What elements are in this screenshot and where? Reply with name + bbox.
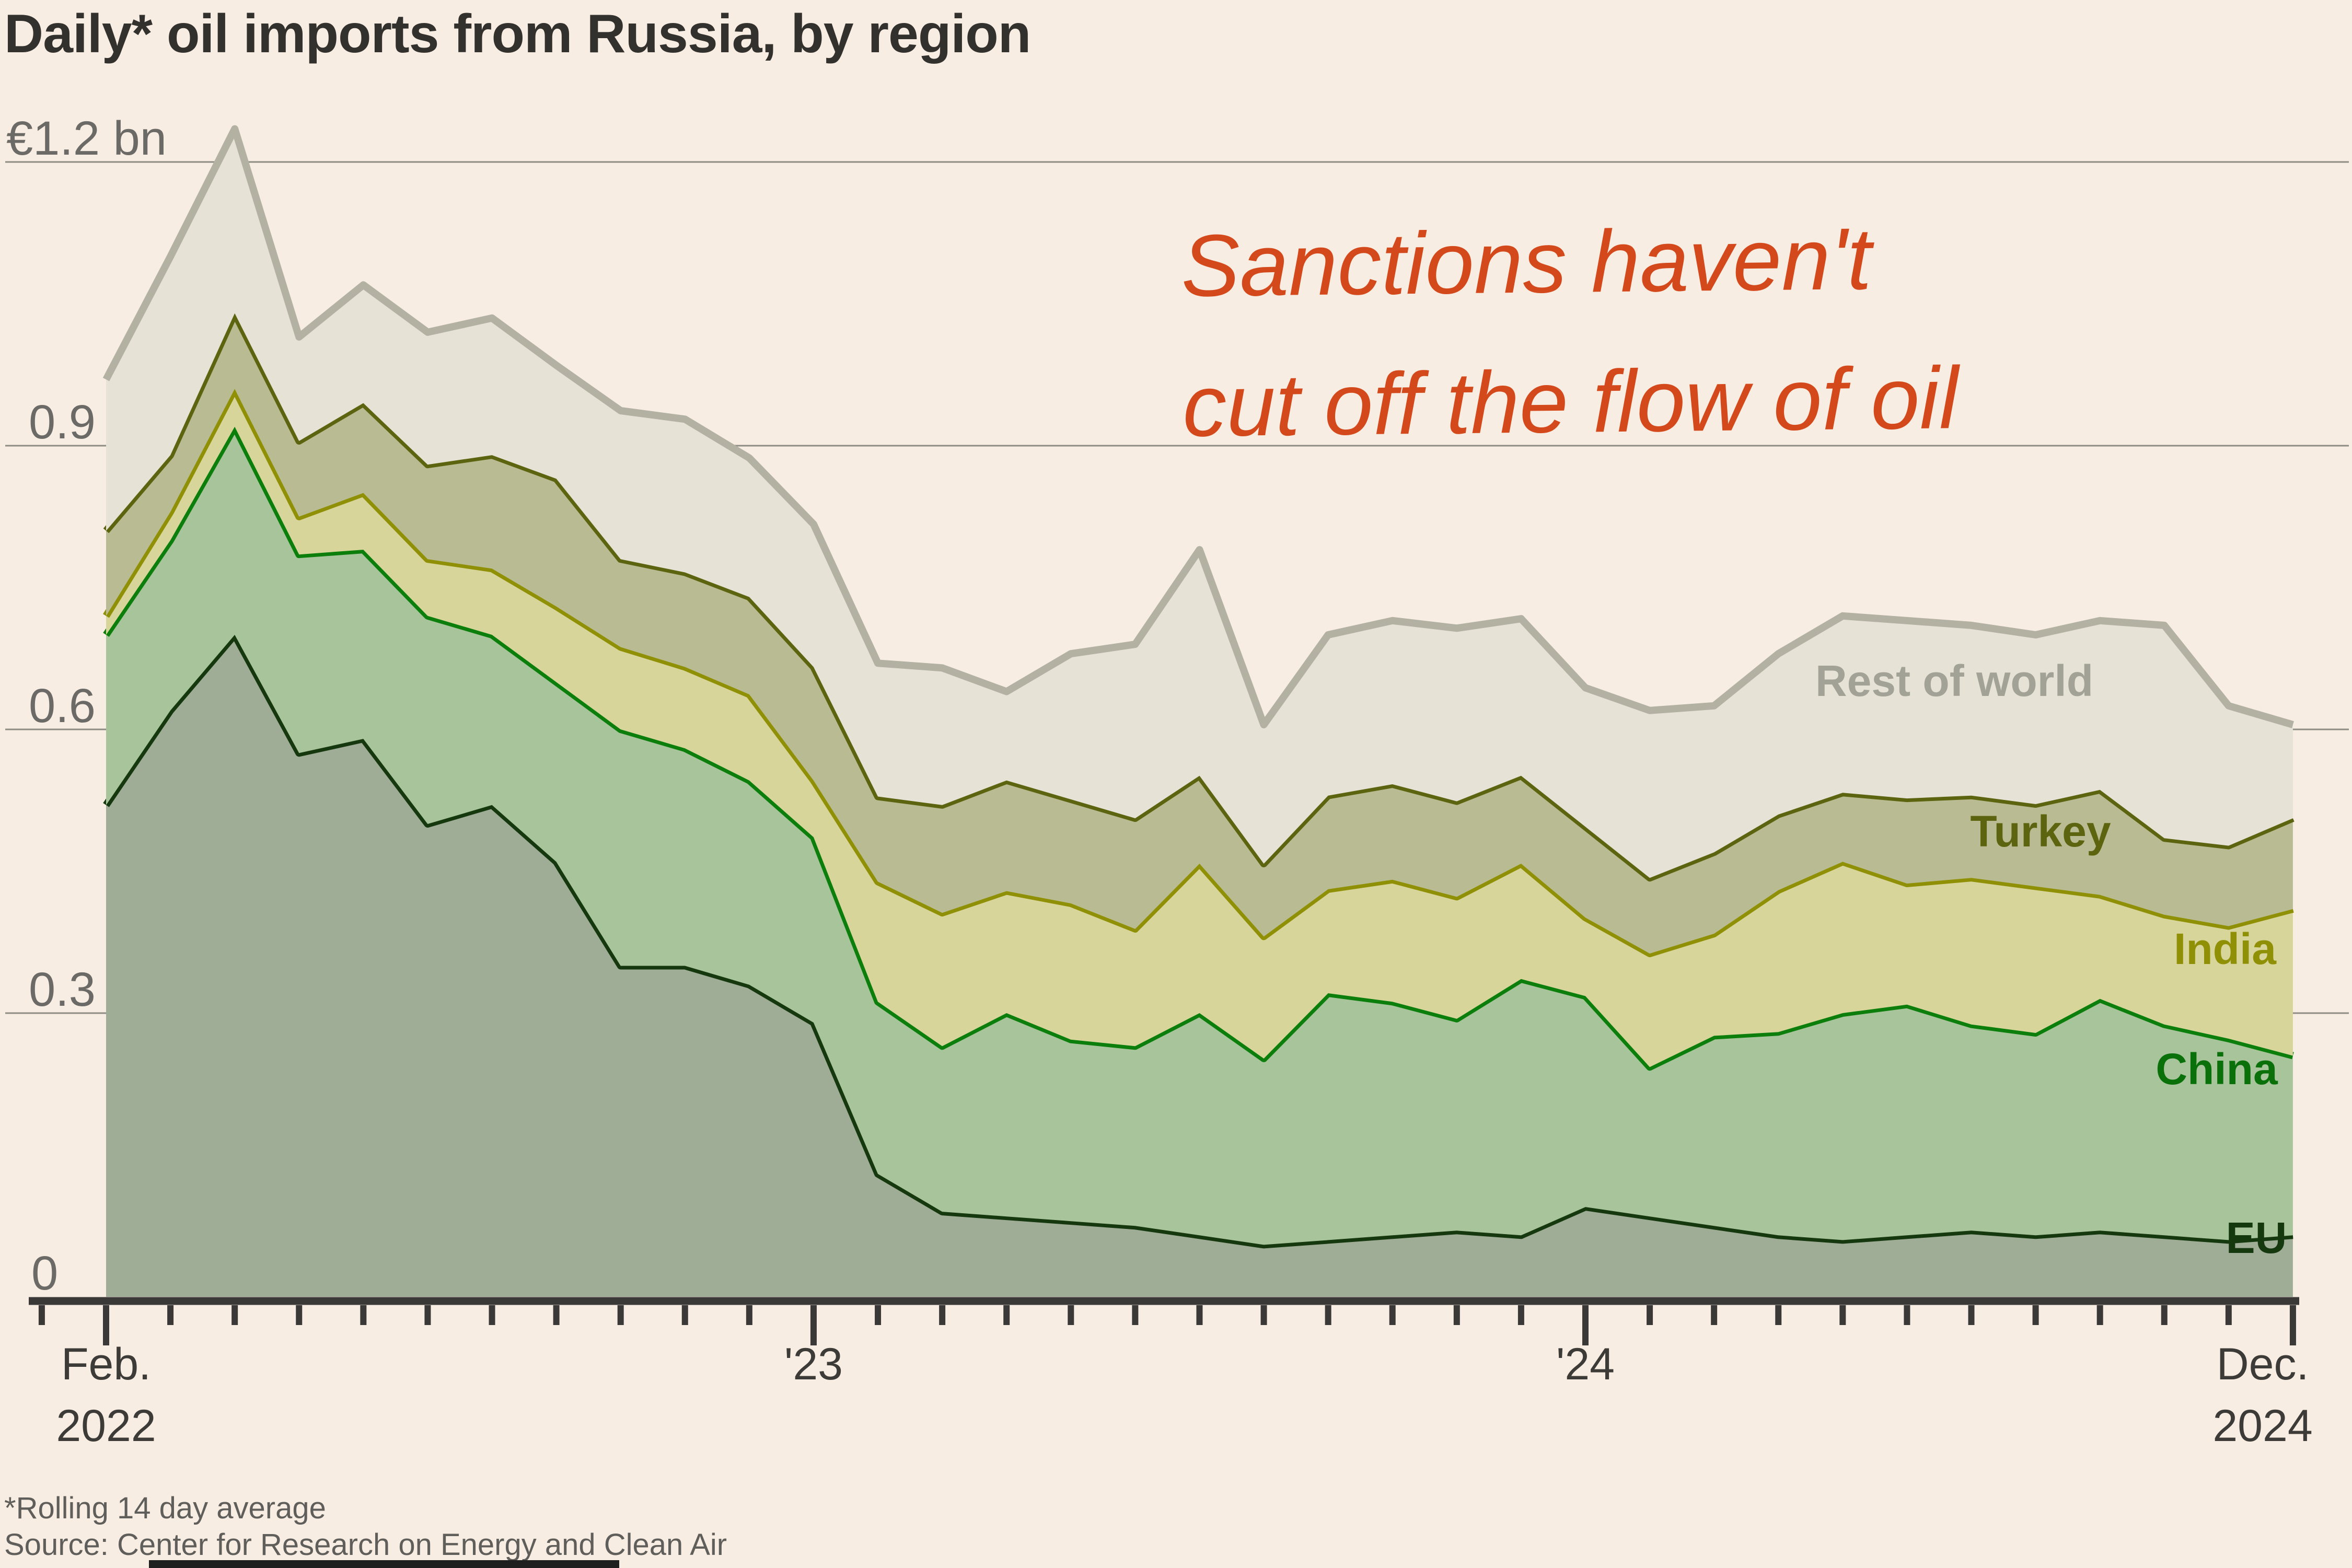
x-axis-label-2024: 2024 bbox=[2212, 1401, 2312, 1451]
series-label-rest-of-world: Rest of world bbox=[1815, 656, 2093, 705]
area-rest-of-world bbox=[106, 129, 2293, 878]
annotation-line-2: cut off the flow of oil bbox=[1182, 349, 1961, 455]
footnote-rolling-average: *Rolling 14 day average bbox=[4, 1491, 326, 1525]
series-label-china: China bbox=[2156, 1044, 2278, 1094]
footnote-source: Source: Center for Research on Energy an… bbox=[4, 1528, 727, 1562]
series-label-turkey: Turkey bbox=[1970, 807, 2111, 856]
area-eu bbox=[106, 635, 2293, 1297]
annotation-line-1: Sanctions haven't bbox=[1181, 210, 1875, 315]
x-axis-layer bbox=[29, 1297, 2299, 1345]
x-axis-label-2022: 2022 bbox=[56, 1401, 156, 1451]
x-axis-label-23: '23 bbox=[784, 1339, 843, 1389]
series-label-india: India bbox=[2174, 924, 2277, 973]
y-axis-label-0: 0 bbox=[31, 1247, 58, 1300]
x-axis-label-24: '24 bbox=[1556, 1339, 1615, 1389]
stacked-area-layer bbox=[102, 125, 2295, 1297]
area-india bbox=[106, 389, 2293, 1067]
axis-label-layer: €1.2 bn 0.9 0.6 0.3 0 EU China India Turkey Rest … bbox=[6, 112, 2313, 1451]
area-turkey bbox=[106, 313, 2293, 954]
y-axis-label-€1.2 bn: €1.2 bn bbox=[6, 112, 167, 165]
line-rest-of-world bbox=[102, 125, 2294, 728]
y-axis-label-0.3: 0.3 bbox=[29, 963, 96, 1016]
area-china bbox=[106, 426, 2293, 1245]
y-axis-label-0.9: 0.9 bbox=[29, 396, 96, 449]
x-axis-label-Feb: Feb. bbox=[61, 1339, 151, 1389]
series-label-eu: EU bbox=[2226, 1213, 2287, 1262]
x-axis-label-Dec: Dec. bbox=[2217, 1339, 2309, 1389]
chart-title: Daily* oil imports from Russia, by regio… bbox=[4, 4, 1030, 64]
bottom-bar bbox=[149, 1560, 619, 1568]
handwritten-annotation: Sanctions haven't cut off the flow of oi… bbox=[1181, 210, 1962, 455]
y-axis-label-0.6: 0.6 bbox=[29, 679, 96, 733]
